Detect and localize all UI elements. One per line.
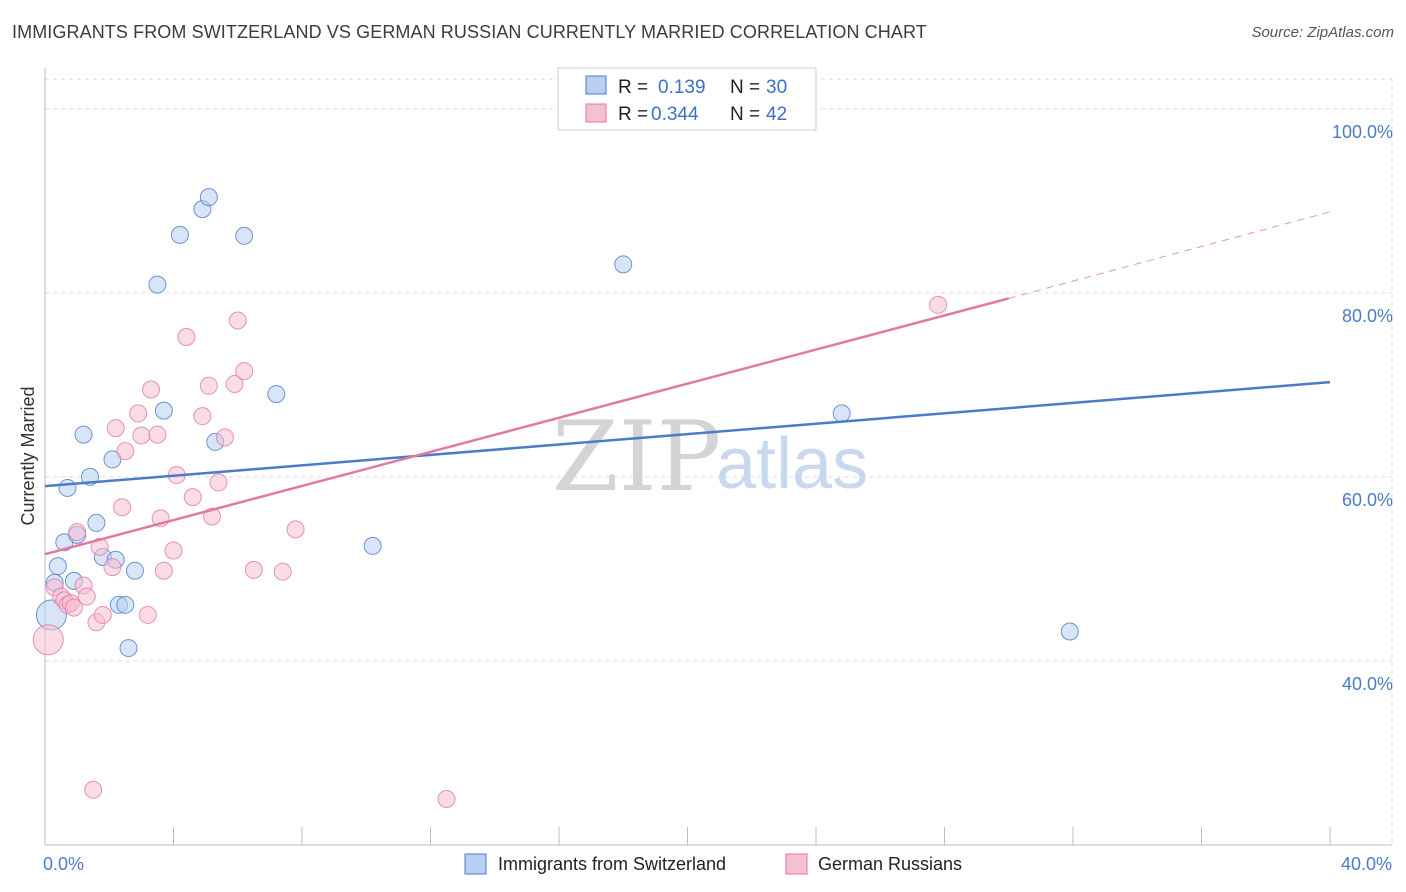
x-tick-label: 40.0% [1341,854,1392,874]
bottom-legend-swatch-blue [464,853,487,875]
trend-line-extension [1008,211,1331,299]
legend-r-label-pink: R = [618,104,648,125]
y-tick-label: 80.0% [1342,306,1393,326]
bottom-legend-label-pink: German Russians [818,854,962,874]
data-point-switzerland [363,536,382,555]
data-point-german-russian [273,562,292,581]
data-point-german-russian [116,442,135,461]
legend-r-value-blue: 0.139 [658,77,706,98]
data-point-german-russian [215,428,234,447]
data-point-german-russian [228,311,247,330]
data-point-german-russian [193,407,212,426]
data-point-german-russian [103,558,122,577]
data-point-german-russian [84,780,103,799]
bottom-legend: Immigrants from Switzerland German Russi… [464,853,962,875]
legend-swatch-pink [585,103,607,123]
data-point-german-russian [77,587,96,606]
data-point-german-russian [199,376,218,395]
legend-n-value-blue: 30 [766,77,787,98]
data-point-german-russian [93,605,112,624]
data-point-switzerland [119,639,138,658]
data-point-switzerland [199,188,218,207]
legend-swatch-blue [585,75,607,95]
bottom-legend-swatch-pink [785,853,808,875]
data-point-switzerland [58,478,77,497]
watermark-zip: ZIP [552,401,721,513]
data-point-german-russian [183,488,202,507]
data-point-german-russian [138,605,157,624]
data-point-german-russian [244,560,263,579]
data-point-switzerland [48,557,67,576]
trend-lines [44,211,1331,556]
top-legend: R = 0.139 N = 30 R = 0.344 N = 42 [557,67,817,131]
data-point-switzerland [235,226,254,245]
y-tick-label: 40.0% [1342,674,1393,694]
data-point-switzerland [170,225,189,244]
data-point-switzerland [154,401,173,420]
data-point-switzerland [148,275,167,294]
trend-line-switzerland [44,380,1331,488]
data-point-switzerland [832,404,851,423]
data-point-german-russian [132,426,151,445]
data-point-german-russian [142,380,161,399]
legend-n-value-pink: 42 [766,104,787,125]
data-point-switzerland [125,561,144,580]
data-point-switzerland [1060,622,1079,641]
data-point-german-russian [177,328,196,347]
watermark-atlas: atlas [716,424,868,504]
data-point-german-russian [235,362,254,381]
chart-title: IMMIGRANTS FROM SWITZERLAND VS GERMAN RU… [12,22,927,42]
data-point-switzerland [87,513,106,532]
data-point-german-russian [164,541,183,560]
legend-r-label-blue: R = [618,77,648,98]
data-point-german-russian [148,425,167,444]
legend-n-label-blue: N = [730,77,760,98]
data-points [32,188,1079,808]
data-point-german-russian [64,598,83,617]
data-point-switzerland [74,425,93,444]
data-point-german-russian [209,473,228,492]
data-point-german-russian [129,404,148,423]
data-point-german-russian [68,523,87,542]
y-axis-label: Currently Married [18,386,38,525]
data-point-switzerland [103,450,122,469]
data-point-switzerland [267,385,286,404]
legend-n-label-pink: N = [730,104,760,125]
data-point-german-russian [106,419,125,438]
data-point-german-russian [225,374,244,393]
legend-r-value-pink: 0.344 [651,104,699,125]
y-tick-label: 100.0% [1332,122,1393,142]
data-point-german-russian [113,498,132,517]
data-point-german-russian [437,789,456,808]
x-tick-label: 0.0% [43,854,84,874]
data-point-german-russian [286,520,305,539]
data-point-german-russian [90,537,109,556]
data-point-switzerland [116,595,135,614]
y-tick-label: 60.0% [1342,490,1393,510]
watermark: ZIP atlas [552,401,868,513]
bottom-legend-label-blue: Immigrants from Switzerland [498,854,726,874]
trend-line-german-russian [44,297,1010,556]
axes: 40.0% 60.0% 80.0% 100.0% 0.0% 40.0% [43,68,1393,874]
data-point-german-russian [32,624,64,656]
data-point-german-russian [929,295,948,314]
data-point-switzerland [614,255,633,274]
data-point-german-russian [154,561,173,580]
chart-source: Source: ZipAtlas.com [1251,24,1394,41]
